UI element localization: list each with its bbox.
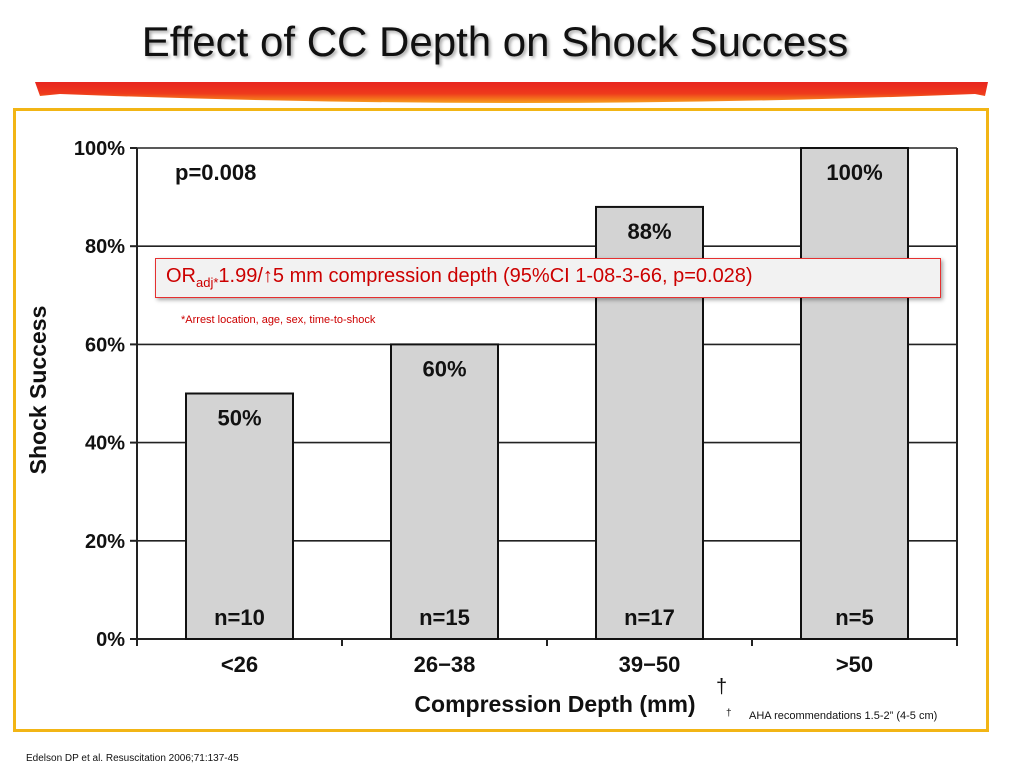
y-tick-label: 20% bbox=[85, 531, 125, 553]
y-tick-label: 60% bbox=[85, 334, 125, 356]
y-tick-label: 80% bbox=[85, 236, 125, 258]
bar-value-label: 100% bbox=[826, 160, 882, 185]
bar bbox=[390, 343, 499, 640]
x-tick-label: 26−38 bbox=[414, 652, 476, 677]
slide-title: Effect of CC Depth on Shock Success bbox=[141, 18, 849, 65]
citation: Edelson DP et al. Resuscitation 2006;71:… bbox=[26, 753, 239, 764]
bar-n-label: n=10 bbox=[214, 605, 265, 630]
x-tick-label: 39−50 bbox=[619, 652, 681, 677]
dagger-marker: † bbox=[716, 676, 728, 698]
dagger-footnote-marker: † bbox=[726, 708, 732, 719]
chart-frame bbox=[13, 108, 989, 732]
bar-value-label: 88% bbox=[627, 219, 671, 244]
aha-recommendation-note: AHA recommendations 1.5-2” (4-5 cm) bbox=[749, 710, 938, 722]
p-value-annotation: p=0.008 bbox=[175, 160, 256, 185]
y-tick-label: 0% bbox=[96, 629, 125, 651]
x-tick-label: <26 bbox=[221, 652, 258, 677]
x-tick-label: >50 bbox=[836, 652, 873, 677]
bar-value-label: 50% bbox=[217, 406, 261, 431]
bar bbox=[185, 392, 294, 640]
y-axis-label: Shock Success bbox=[25, 306, 51, 475]
y-tick-label: 40% bbox=[85, 433, 125, 455]
y-tick-label: 100% bbox=[74, 138, 125, 160]
adjustment-footnote: *Arrest location, age, sex, time-to-shoc… bbox=[181, 314, 376, 326]
bar-value-label: 60% bbox=[422, 356, 466, 381]
or-label: OR bbox=[166, 265, 196, 287]
bar-n-label: n=15 bbox=[419, 605, 470, 630]
bar-n-label: n=5 bbox=[835, 605, 874, 630]
or-subscript: adj* bbox=[196, 275, 219, 290]
x-axis-label: Compression Depth (mm) bbox=[414, 691, 695, 717]
bar bbox=[800, 147, 909, 640]
title-accent-bar bbox=[35, 82, 988, 103]
odds-ratio-box: ORadj*1.99/↑5 mm compression depth (95%C… bbox=[155, 258, 941, 298]
bar-n-label: n=17 bbox=[624, 605, 675, 630]
or-text: 1.99/↑5 mm compression depth (95%CI 1-08… bbox=[218, 265, 753, 287]
